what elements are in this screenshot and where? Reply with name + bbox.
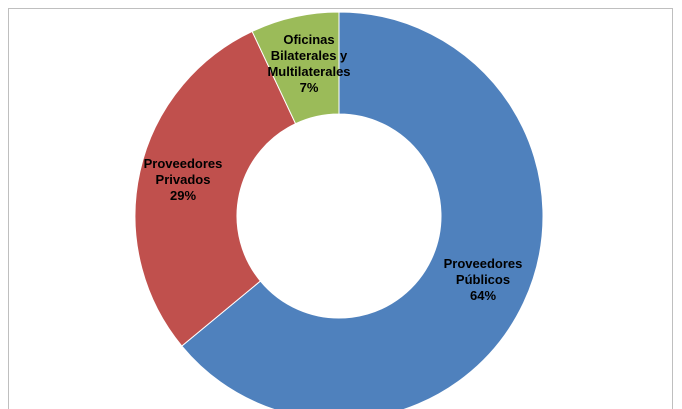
value-label: 64% xyxy=(469,288,497,303)
slice-label: Oficinas Bilaterales y Multilaterales 7% xyxy=(259,32,359,96)
slice xyxy=(134,30,297,347)
category-label: Proveedores Privados xyxy=(143,156,223,187)
value-label: 29% xyxy=(169,188,197,203)
slice xyxy=(181,11,544,409)
category-label: Oficinas Bilaterales y Multilaterales xyxy=(267,32,351,79)
chart-frame xyxy=(8,8,673,409)
slices xyxy=(134,11,544,409)
slice-label: Proveedores Públicos 64% xyxy=(423,256,543,304)
value-label: 7% xyxy=(299,80,319,95)
slice-label: Proveedores Privados 29% xyxy=(133,156,233,204)
category-label: Proveedores Públicos xyxy=(443,256,523,287)
slice xyxy=(251,11,340,125)
